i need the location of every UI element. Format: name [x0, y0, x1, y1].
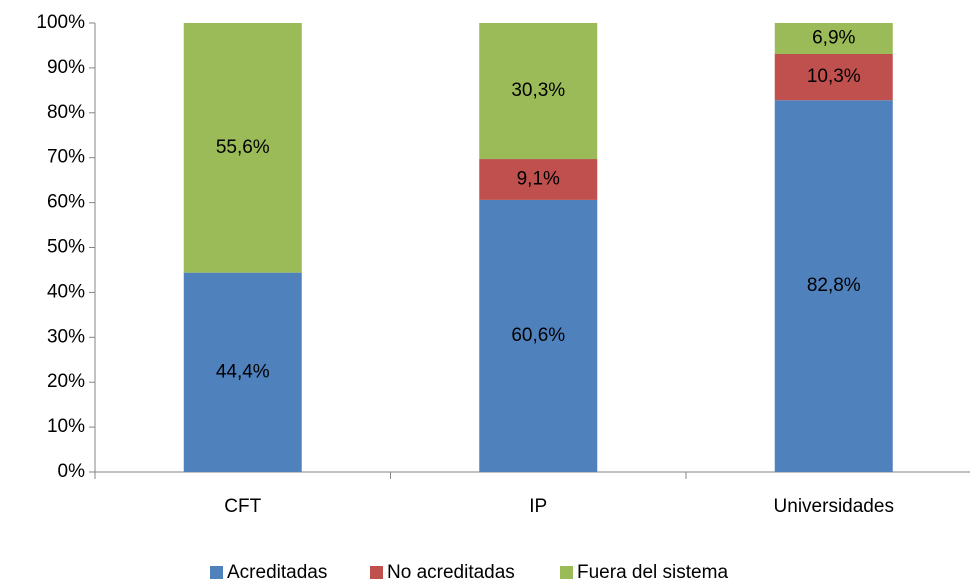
bar-segment: [183, 23, 302, 273]
bar-segment: [183, 272, 302, 472]
legend-swatch: [560, 566, 573, 579]
x-tick-label: Universidades: [774, 496, 894, 517]
y-tick-label: 50%: [47, 237, 85, 258]
legend-swatch: [370, 566, 383, 579]
y-tick-label: 30%: [47, 326, 85, 347]
value-label: 82,8%: [807, 275, 861, 296]
legend-label: No acreditadas: [387, 562, 515, 582]
y-tick-label: 100%: [36, 12, 85, 33]
value-label: 10,3%: [807, 66, 861, 87]
bar-segment: [774, 100, 893, 472]
value-label: 9,1%: [517, 168, 560, 189]
y-tick-label: 70%: [47, 147, 85, 168]
legend-label: Acreditadas: [227, 562, 327, 582]
y-tick-label: 80%: [47, 102, 85, 123]
bar-segment: [479, 159, 598, 200]
y-tick-label: 40%: [47, 281, 85, 302]
y-tick-label: 90%: [47, 57, 85, 78]
y-tick-label: 10%: [47, 416, 85, 437]
value-label: 60,6%: [511, 325, 565, 346]
bar-segment: [479, 199, 598, 472]
x-tick-label: CFT: [224, 496, 261, 517]
y-tick-label: 60%: [47, 192, 85, 213]
bar-segment: [774, 53, 893, 101]
legend-swatch: [210, 566, 223, 579]
y-tick-label: 20%: [47, 371, 85, 392]
y-tick-label: 0%: [58, 461, 86, 482]
value-label: 6,9%: [812, 28, 855, 49]
x-tick-label: IP: [529, 496, 547, 517]
value-label: 30,3%: [511, 80, 565, 101]
value-label: 44,4%: [216, 361, 270, 382]
bar-segment: [774, 23, 893, 54]
bar-segment: [479, 23, 598, 160]
legend-label: Fuera del sistema: [577, 562, 728, 582]
value-label: 55,6%: [216, 137, 270, 158]
